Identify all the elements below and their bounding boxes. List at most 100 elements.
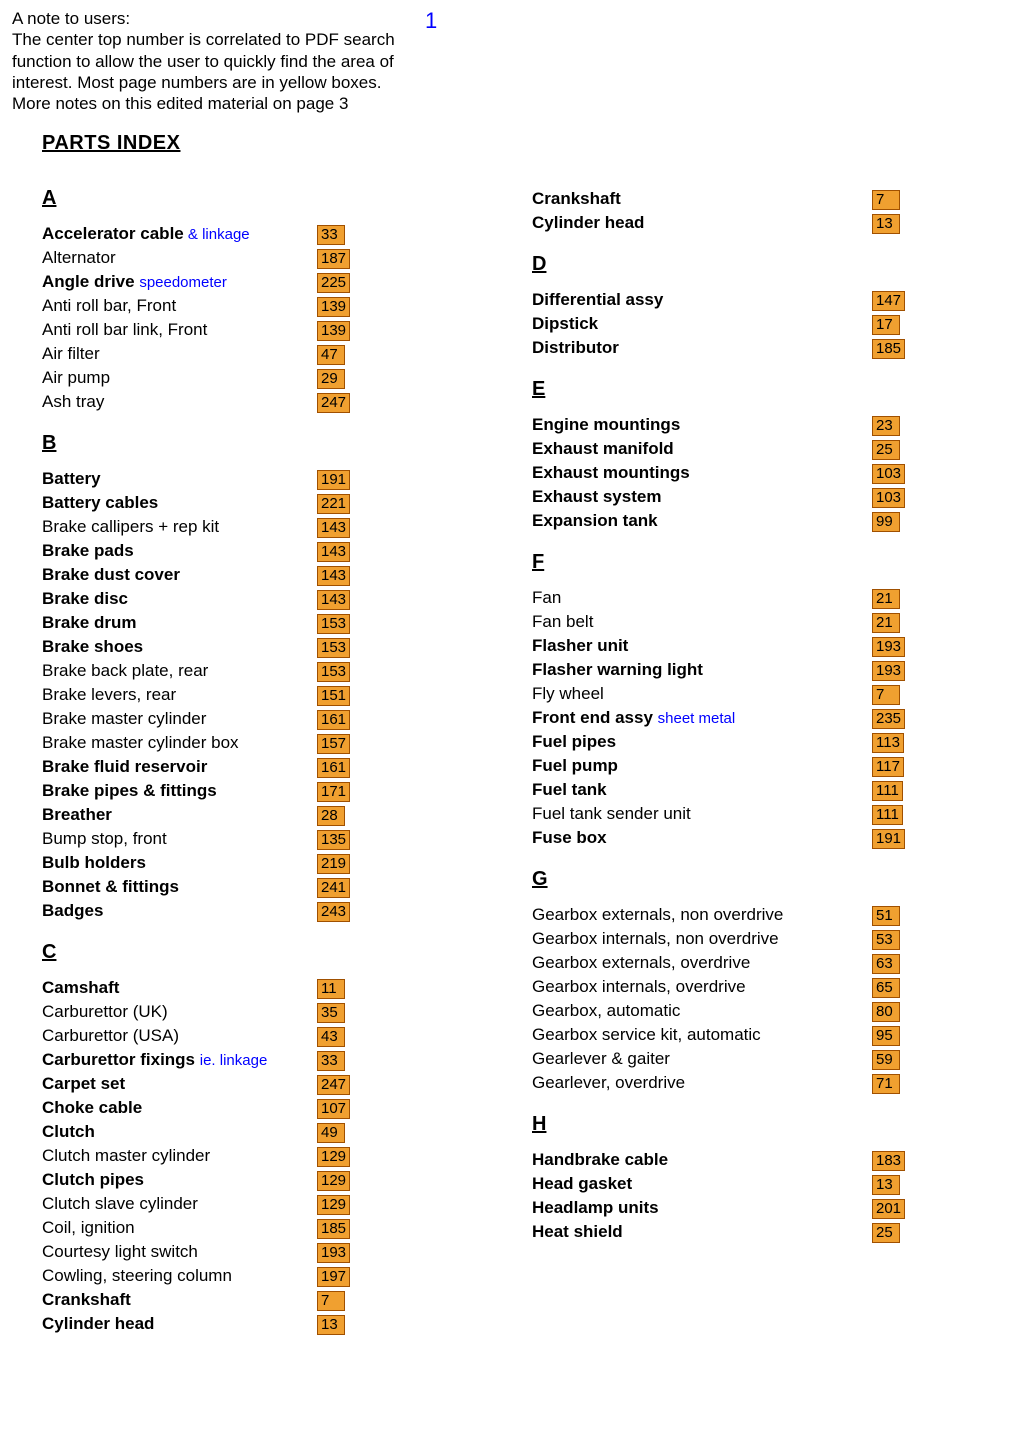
- index-label: Brake master cylinder: [42, 708, 317, 731]
- index-label: Alternator: [42, 247, 317, 270]
- index-sublabel: & linkage: [184, 226, 250, 243]
- index-row: Angle drive speedometer225: [42, 270, 472, 294]
- page-box: 241: [317, 878, 350, 898]
- page-box: 17: [872, 315, 900, 335]
- index-label: Fan belt: [532, 611, 872, 634]
- section-letter: G: [532, 868, 962, 891]
- section-letter: C: [42, 941, 472, 964]
- page-box: 7: [872, 190, 900, 210]
- index-label: Exhaust manifold: [532, 438, 872, 461]
- index-row: Carburettor (USA)43: [42, 1024, 472, 1048]
- index-row: Gearbox externals, non overdrive51: [532, 903, 962, 927]
- index-label: Crankshaft: [532, 188, 872, 211]
- page-box: 111: [872, 805, 903, 825]
- page-box: 99: [872, 512, 900, 532]
- index-label: Fuel pump: [532, 755, 872, 778]
- index-label: Dipstick: [532, 313, 872, 336]
- page-box: 33: [317, 225, 345, 245]
- page-box: 185: [872, 339, 905, 359]
- page-box: 7: [872, 685, 900, 705]
- page-box: 153: [317, 638, 350, 658]
- index-label: Angle drive speedometer: [42, 271, 317, 294]
- index-row: Clutch slave cylinder129: [42, 1192, 472, 1216]
- page-box: 193: [872, 637, 905, 657]
- index-label: Brake fluid reservoir: [42, 756, 317, 779]
- page-box: 171: [317, 782, 350, 802]
- index-row: Exhaust system103: [532, 485, 962, 509]
- index-row: Cowling, steering column197: [42, 1264, 472, 1288]
- index-label: Gearlever & gaiter: [532, 1048, 872, 1071]
- index-label: Brake pipes & fittings: [42, 780, 317, 803]
- page-box: 47: [317, 345, 345, 365]
- index-row: Gearlever, overdrive71: [532, 1071, 962, 1095]
- index-row: Brake callipers + rep kit143: [42, 515, 472, 539]
- index-row: Cylinder head13: [532, 211, 962, 235]
- index-label: Bonnet & fittings: [42, 876, 317, 899]
- index-label: Bump stop, front: [42, 828, 317, 851]
- page-box: 80: [872, 1002, 900, 1022]
- index-row: Air pump29: [42, 366, 472, 390]
- index-row: Camshaft11: [42, 976, 472, 1000]
- index-row: Handbrake cable183: [532, 1148, 962, 1172]
- page-box: 21: [872, 613, 900, 633]
- index-label: Air pump: [42, 367, 317, 390]
- index-label: Head gasket: [532, 1173, 872, 1196]
- index-row: Fan21: [532, 586, 962, 610]
- index-row: Brake drum153: [42, 611, 472, 635]
- index-sublabel: ie. linkage: [200, 1052, 268, 1069]
- page-box: 103: [872, 464, 905, 484]
- page-box: 23: [872, 416, 900, 436]
- index-label: Bulb holders: [42, 852, 317, 875]
- page-box: 247: [317, 1075, 350, 1095]
- index-label: Brake pads: [42, 540, 317, 563]
- index-label: Brake dust cover: [42, 564, 317, 587]
- index-row: Gearlever & gaiter59: [532, 1047, 962, 1071]
- index-row: Expansion tank99: [532, 509, 962, 533]
- index-sublabel: speedometer: [139, 274, 227, 291]
- index-column-right: Crankshaft7Cylinder head13DDifferential …: [532, 169, 962, 1336]
- index-label: Clutch: [42, 1121, 317, 1144]
- page-box: 143: [317, 590, 350, 610]
- index-row: Clutch master cylinder129: [42, 1144, 472, 1168]
- index-label: Brake levers, rear: [42, 684, 317, 707]
- page-box: 35: [317, 1003, 345, 1023]
- index-label: Crankshaft: [42, 1289, 317, 1312]
- index-label: Battery cables: [42, 492, 317, 515]
- page-box: 201: [872, 1199, 905, 1219]
- index-label: Front end assy sheet metal: [532, 707, 872, 730]
- index-label: Gearbox service kit, automatic: [532, 1024, 872, 1047]
- index-row: Crankshaft7: [42, 1288, 472, 1312]
- note-line: More notes on this edited material on pa…: [12, 93, 412, 114]
- section-letter: F: [532, 551, 962, 574]
- index-label: Heat shield: [532, 1221, 872, 1244]
- index-label: Courtesy light switch: [42, 1241, 317, 1264]
- page-box: 29: [317, 369, 345, 389]
- page-box: 71: [872, 1074, 900, 1094]
- index-label: Fuel tank sender unit: [532, 803, 872, 826]
- page-box: 243: [317, 902, 350, 922]
- index-label: Cowling, steering column: [42, 1265, 317, 1288]
- index-label: Distributor: [532, 337, 872, 360]
- page-box: 143: [317, 518, 350, 538]
- index-label: Badges: [42, 900, 317, 923]
- index-row: Fuel pump117: [532, 754, 962, 778]
- index-row: Ash tray247: [42, 390, 472, 414]
- page-box: 11: [317, 979, 345, 999]
- index-row: Gearbox externals, overdrive63: [532, 951, 962, 975]
- index-label: Coil, ignition: [42, 1217, 317, 1240]
- page-box: 191: [317, 470, 350, 490]
- index-row: Gearbox internals, non overdrive53: [532, 927, 962, 951]
- index-label: Air filter: [42, 343, 317, 366]
- index-label: Anti roll bar link, Front: [42, 319, 317, 342]
- page-box: 113: [872, 733, 904, 753]
- index-row: Brake shoes153: [42, 635, 472, 659]
- index-row: Bonnet & fittings241: [42, 875, 472, 899]
- page-box: 139: [317, 321, 350, 341]
- index-label: Ash tray: [42, 391, 317, 414]
- index-label: Anti roll bar, Front: [42, 295, 317, 318]
- index-label: Fuse box: [532, 827, 872, 850]
- index-label: Clutch pipes: [42, 1169, 317, 1192]
- index-row: Front end assy sheet metal235: [532, 706, 962, 730]
- page-box: 129: [317, 1195, 350, 1215]
- index-label: Gearbox internals, non overdrive: [532, 928, 872, 951]
